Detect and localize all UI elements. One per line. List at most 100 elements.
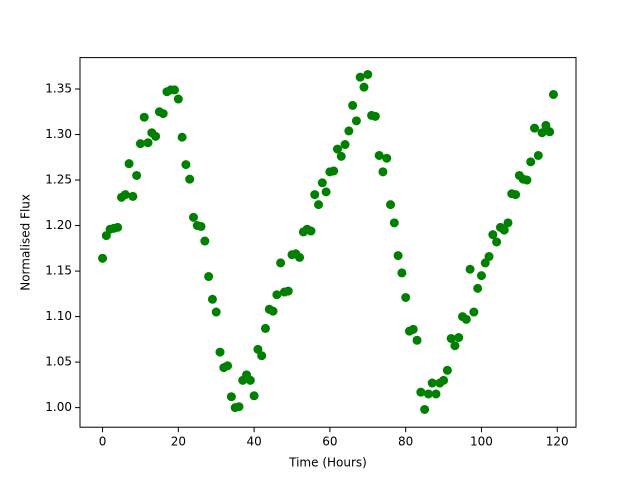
data-point bbox=[234, 402, 244, 412]
data-point bbox=[393, 251, 403, 261]
data-point bbox=[465, 264, 475, 274]
data-point bbox=[473, 283, 483, 293]
data-point bbox=[336, 151, 346, 161]
data-point bbox=[317, 178, 327, 188]
data-point bbox=[151, 131, 161, 141]
y-tick-label: 1.00 bbox=[45, 400, 72, 414]
data-point bbox=[431, 389, 441, 399]
data-point bbox=[128, 191, 138, 201]
data-point bbox=[188, 212, 198, 222]
data-point bbox=[348, 100, 358, 110]
x-tick-label: 80 bbox=[398, 435, 413, 449]
data-point bbox=[423, 389, 433, 399]
data-point bbox=[207, 294, 217, 304]
data-point bbox=[397, 268, 407, 278]
data-point bbox=[401, 292, 411, 302]
data-point bbox=[378, 167, 388, 177]
data-point bbox=[340, 140, 350, 150]
data-point bbox=[530, 123, 540, 133]
data-point bbox=[283, 286, 293, 296]
data-point bbox=[533, 150, 543, 160]
data-point bbox=[314, 200, 324, 210]
x-tick-label: 0 bbox=[99, 435, 107, 449]
data-point bbox=[132, 170, 142, 180]
data-point bbox=[522, 175, 532, 185]
data-point bbox=[526, 157, 536, 167]
data-point bbox=[359, 82, 369, 92]
data-point bbox=[408, 324, 418, 334]
data-point bbox=[476, 271, 486, 281]
data-point bbox=[488, 230, 498, 240]
x-tick-label: 100 bbox=[470, 435, 493, 449]
data-point bbox=[249, 391, 259, 401]
data-point bbox=[135, 139, 145, 149]
data-point bbox=[143, 138, 153, 148]
data-point bbox=[120, 190, 130, 200]
data-point bbox=[382, 153, 392, 163]
data-point bbox=[351, 116, 361, 126]
data-point bbox=[439, 375, 449, 385]
plot-area bbox=[80, 57, 576, 428]
data-point bbox=[442, 365, 452, 375]
data-point bbox=[469, 307, 479, 317]
x-tick-label: 60 bbox=[322, 435, 337, 449]
data-point bbox=[427, 378, 437, 388]
data-point bbox=[158, 109, 168, 119]
y-axis-label: Normalised Flux bbox=[19, 194, 33, 291]
data-point bbox=[321, 187, 331, 197]
y-tick-label: 1.15 bbox=[45, 264, 72, 278]
y-tick-label: 1.10 bbox=[45, 309, 72, 323]
data-point bbox=[177, 132, 187, 142]
data-point bbox=[276, 258, 286, 268]
data-point bbox=[268, 306, 278, 316]
data-point bbox=[181, 160, 191, 170]
data-point bbox=[310, 190, 320, 200]
data-point bbox=[215, 347, 225, 357]
y-tick-label: 1.05 bbox=[45, 355, 72, 369]
data-point bbox=[412, 335, 422, 345]
data-point bbox=[173, 94, 183, 104]
data-point bbox=[537, 128, 547, 138]
data-point bbox=[386, 200, 396, 210]
axes-frame bbox=[79, 57, 577, 428]
data-point bbox=[416, 387, 426, 397]
data-point bbox=[503, 218, 513, 228]
data-point bbox=[363, 69, 373, 79]
data-point bbox=[332, 144, 342, 154]
y-tick-label: 1.35 bbox=[45, 82, 72, 96]
data-point bbox=[461, 314, 471, 324]
data-point bbox=[98, 253, 108, 263]
data-point bbox=[511, 190, 521, 200]
data-point bbox=[257, 351, 267, 361]
data-point bbox=[344, 126, 354, 136]
data-point bbox=[484, 252, 494, 262]
data-point bbox=[370, 111, 380, 121]
data-point bbox=[450, 341, 460, 351]
data-point bbox=[545, 127, 555, 137]
y-tick-label: 1.25 bbox=[45, 173, 72, 187]
data-point bbox=[200, 236, 210, 246]
data-point bbox=[374, 150, 384, 160]
data-point bbox=[204, 272, 214, 282]
data-point bbox=[124, 159, 134, 169]
data-point bbox=[211, 307, 221, 317]
data-point bbox=[446, 333, 456, 343]
data-point bbox=[306, 226, 316, 236]
data-point bbox=[355, 72, 365, 82]
data-point bbox=[185, 174, 195, 184]
data-point bbox=[170, 85, 180, 95]
x-tick-label: 40 bbox=[246, 435, 261, 449]
data-point bbox=[389, 218, 399, 228]
x-tick-label: 120 bbox=[546, 435, 569, 449]
data-point bbox=[492, 237, 502, 247]
data-point bbox=[295, 252, 305, 262]
data-point bbox=[226, 392, 236, 402]
data-point bbox=[272, 290, 282, 300]
y-tick-label: 1.30 bbox=[45, 127, 72, 141]
data-point bbox=[196, 221, 206, 231]
data-point bbox=[420, 404, 430, 414]
data-point bbox=[329, 166, 339, 176]
data-point bbox=[245, 375, 255, 385]
